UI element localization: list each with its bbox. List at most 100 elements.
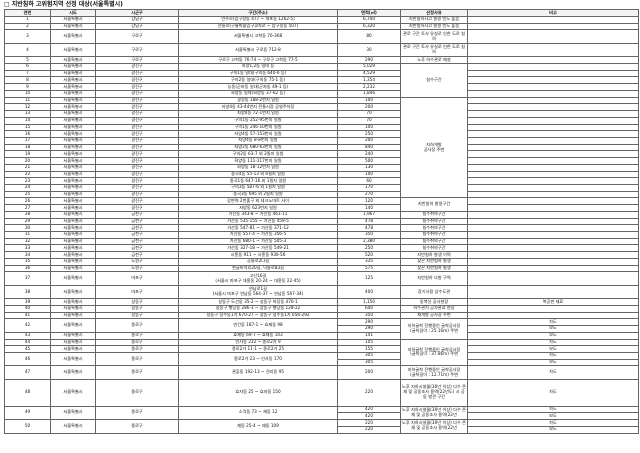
row-sido: 서울특별시 (50, 345, 96, 353)
row-number: 33 (4, 244, 51, 253)
header-reason: 선정사유 (400, 9, 468, 17)
row-area: 100 (337, 96, 401, 105)
table-row: 49 서울특별시 종로구 소격동 73 ~ 재동 12 420 노후 지하시설물(30년 … (4, 405, 639, 421)
row-sido: 서울특별시 (50, 16, 96, 24)
row-sido: 서울특별시 (50, 284, 96, 300)
row-note (467, 304, 639, 313)
table-row: 29 서울특별시 금천구 가산동 535-155 ~ 가산동 459-5 478 침수취약… (4, 217, 639, 226)
row-sigungu: 성동구 (95, 311, 179, 320)
row-note (467, 89, 639, 98)
header-note: 비고 (467, 9, 639, 17)
row-address: 연건동 187-1 ~ 효제동 98 (178, 318, 338, 333)
table-row: 27 서울특별시 광진구 자양동 623번지 일원 140 (4, 204, 639, 212)
row-address: 가산동 557-4 ~ 가산동 356-5 (178, 231, 338, 239)
row-reason: 지반침하 다발 구역 (400, 271, 468, 286)
row-note: 복공판 재료 (467, 298, 639, 306)
row-area: 5,029 (337, 63, 401, 71)
row-note (467, 56, 639, 65)
row-area: 240 (337, 150, 401, 159)
table-row: 11 서울특별시 광진구 광장동 188-2번지 일원 100 지하개발 공사장 주변 (4, 96, 639, 199)
row-note: 차도 (467, 419, 639, 427)
row-address: 서울특별시 고척동 76-368 (178, 29, 338, 44)
table-row: 48 서울특별시 종로구 효자동 25 ~ 효자동 150 220 노후 지하시설물(30… (4, 378, 639, 407)
table-row: 20 서울특별시 광진구 화양동 111-117번지 일원 500 (4, 157, 639, 165)
row-note: 보도 (467, 358, 639, 367)
row-area: 170 (337, 183, 401, 192)
row-reason: 잦은 지반침하 발생 (400, 264, 468, 273)
row-reason: 노후 지하시설물(30년 이상) 다수 존재 및 공동조사 용역(22년 (400, 405, 468, 421)
row-note (467, 110, 639, 118)
row-number: 11 (4, 96, 51, 105)
table-row: 47 서울특별시 종로구 관훈동 192-13 ~ 견지동 95 200 지하굴착 진행중… (4, 365, 639, 380)
row-note: 차도 (467, 318, 639, 327)
row-address: 서울특별시 구로동 712-8 (178, 42, 338, 58)
row-sigungu: 광진구 (95, 63, 179, 71)
row-area: 290 (337, 325, 401, 333)
table-row: 32 서울특별시 금천구 가산동 680-1 ~ 가산동 505-3 2,380 침수취약… (4, 237, 639, 246)
row-sido: 서울특별시 (50, 244, 96, 253)
row-sido: 서울특별시 (50, 210, 96, 219)
row-sido: 서울특별시 (50, 143, 96, 152)
row-sido: 서울특별시 (50, 365, 96, 380)
row-area: 250 (337, 244, 401, 253)
row-note (467, 116, 639, 125)
row-reason: 지반침하 발생 이력 (400, 251, 468, 259)
row-reason: 노후 지하시설물(30년 이상) 다수 존재 및 공동조사 용역(22년도) 시… (400, 378, 468, 407)
row-note (467, 237, 639, 246)
row-sido: 서울특별시 (50, 150, 96, 159)
row-sido: 서울특별시 (50, 177, 96, 185)
row-number: 29 (4, 217, 51, 226)
table-row: 28 서울특별시 금천구 가산동 343-8 ~ 가산동 461-11 1,967 침수취… (4, 210, 639, 219)
row-sido: 서울특별시 (50, 311, 96, 320)
row-note (467, 150, 639, 159)
row-address: 소격동 73 ~ 재동 12 (178, 405, 338, 421)
row-note: 차도 (467, 405, 639, 414)
row-address: 자양4동 8-8번지 일원 (178, 136, 338, 145)
table-row: 50 서울특별시 종로구 재동 25-4 ~ 재동 109 220 노후 지하시설물(30… (4, 419, 639, 434)
row-sigungu: 종로구 (95, 318, 179, 333)
row-note (467, 204, 639, 212)
row-note (467, 123, 639, 132)
row-number: 27 (4, 204, 51, 212)
row-address: 중곡1동 647-16 외 1필지 일원 (178, 177, 338, 185)
row-number: 44 (4, 338, 51, 347)
table-row: 2 서울특별시 강남구 선릉로(구룡마을입구교차로 ~ 압구정동 507) 6,320 지… (4, 22, 639, 31)
row-address: 화양동 18-12번지 일원 (178, 163, 338, 172)
row-address: 구의1동 252-95번지 일원 (178, 116, 338, 125)
row-number: 36 (4, 264, 51, 273)
table-row: 15 서울특별시 광진구 구의1동 246-10번지 일원 100 (4, 123, 639, 132)
table-row: 39 서울특별시 성동구 성동구 도선동 35-2 ~ 성동구 마장동 470-1 1,… (4, 298, 639, 306)
row-number: 38 (4, 284, 51, 300)
row-note (467, 231, 639, 239)
row-address: 자양4동 43-44번지 전통시장 공영주차장 (178, 103, 338, 112)
row-area: 400 (337, 284, 401, 300)
row-area: 500 (337, 157, 401, 165)
row-sido: 서울특별시 (50, 264, 96, 273)
table-row: 33 서울특별시 금천구 가산동 327-18 ~ 가산동 549-21 250 침수취약… (4, 244, 639, 253)
row-area: 290 (337, 56, 401, 65)
table-row: 12 서울특별시 광진구 자양4동 43-44번지 전통시장 공영주차장 200 (4, 103, 639, 112)
row-number: 22 (4, 170, 51, 179)
row-address: 가산동 343-8 ~ 가산동 461-11 (178, 210, 338, 219)
row-note: 보도 (467, 325, 639, 333)
row-area: 478 (337, 224, 401, 232)
row-note (467, 311, 639, 320)
row-note: 보도 (467, 331, 639, 340)
row-reason: 지하개발 공사장 주변 (400, 96, 468, 199)
row-address: 인사동 232 ~ 종로2가 9 (178, 338, 338, 347)
table-row: 9 서울특별시 광진구 능동(군자동 일대(군자동 49-1 등) 2,232 (4, 83, 639, 91)
table-row: 10 서울특별시 광진구 화양동 일대(화양동 37-62 등) 1,846 (4, 89, 639, 98)
row-sigungu: 종로구 (95, 351, 179, 367)
table-row: 35 서울특별시 노원구 공릉로2나길 335 잦은 지반침하 발생 (4, 257, 639, 266)
row-note (467, 42, 639, 58)
row-address: 자양4동 72-1번지 일원 (178, 110, 338, 118)
row-sigungu: 광진구 (95, 183, 179, 192)
row-area: 6,700 (337, 16, 401, 24)
row-sigungu: 광진구 (95, 177, 179, 185)
row-number: 48 (4, 378, 51, 407)
row-sido: 서울특별시 (50, 22, 96, 31)
row-area: 100 (337, 170, 401, 179)
table-row: 38 서울특별시 마포구 연남로1길 (서울시 마포구 연남동 564-37 ~ 연남… (4, 284, 639, 300)
row-area: 1,150 (337, 298, 401, 306)
row-note: 차도 (467, 351, 639, 360)
